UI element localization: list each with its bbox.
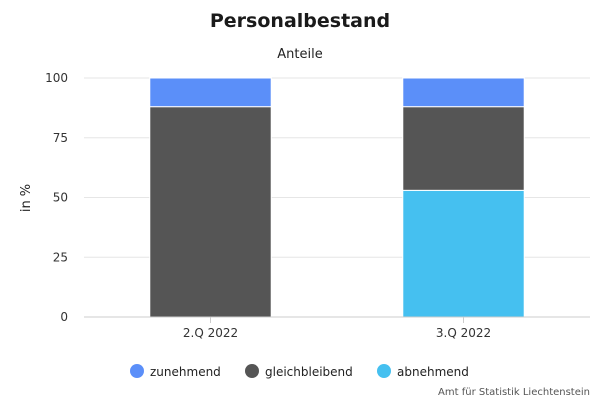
bar-segment-abnehmend[interactable] xyxy=(402,189,525,318)
chart-subtitle: Anteile xyxy=(277,47,322,62)
legend-item-zunehmend[interactable]: zunehmend xyxy=(130,364,221,379)
y-tick-label: 0 xyxy=(60,310,68,324)
bar-segment-gleichbleibend[interactable] xyxy=(402,106,525,191)
x-tick-label: 3.Q 2022 xyxy=(436,326,491,340)
y-tick-label: 50 xyxy=(53,191,68,205)
bars xyxy=(149,77,525,318)
y-tick-label: 100 xyxy=(45,71,68,85)
legend-label: zunehmend xyxy=(150,365,221,379)
legend-marker xyxy=(377,364,391,378)
bar-segment-gleichbleibend[interactable] xyxy=(149,106,272,318)
x-tick-label: 2.Q 2022 xyxy=(183,326,238,340)
y-axis-ticks: 0 25 50 75 100 xyxy=(45,71,68,324)
legend-marker xyxy=(130,364,144,378)
y-tick-label: 75 xyxy=(53,131,68,145)
legend-marker xyxy=(245,364,259,378)
legend-item-abnehmend[interactable]: abnehmend xyxy=(377,364,469,379)
legend-label: gleichbleibend xyxy=(265,365,353,379)
y-tick-label: 25 xyxy=(53,250,68,264)
y-axis-label: in % xyxy=(19,184,34,212)
legend-item-gleichbleibend[interactable]: gleichbleibend xyxy=(245,364,353,379)
bar-segment-zunehmend[interactable] xyxy=(402,77,525,108)
x-axis-ticks: 2.Q 2022 3.Q 2022 xyxy=(183,317,491,340)
credit-text: Amt für Statistik Liechtenstein xyxy=(438,387,590,398)
chart-title: Personalbestand xyxy=(210,10,390,32)
legend-label: abnehmend xyxy=(397,365,469,379)
bar-segment-zunehmend[interactable] xyxy=(149,77,272,108)
legend[interactable]: zunehmend gleichbleibend abnehmend xyxy=(130,364,469,379)
